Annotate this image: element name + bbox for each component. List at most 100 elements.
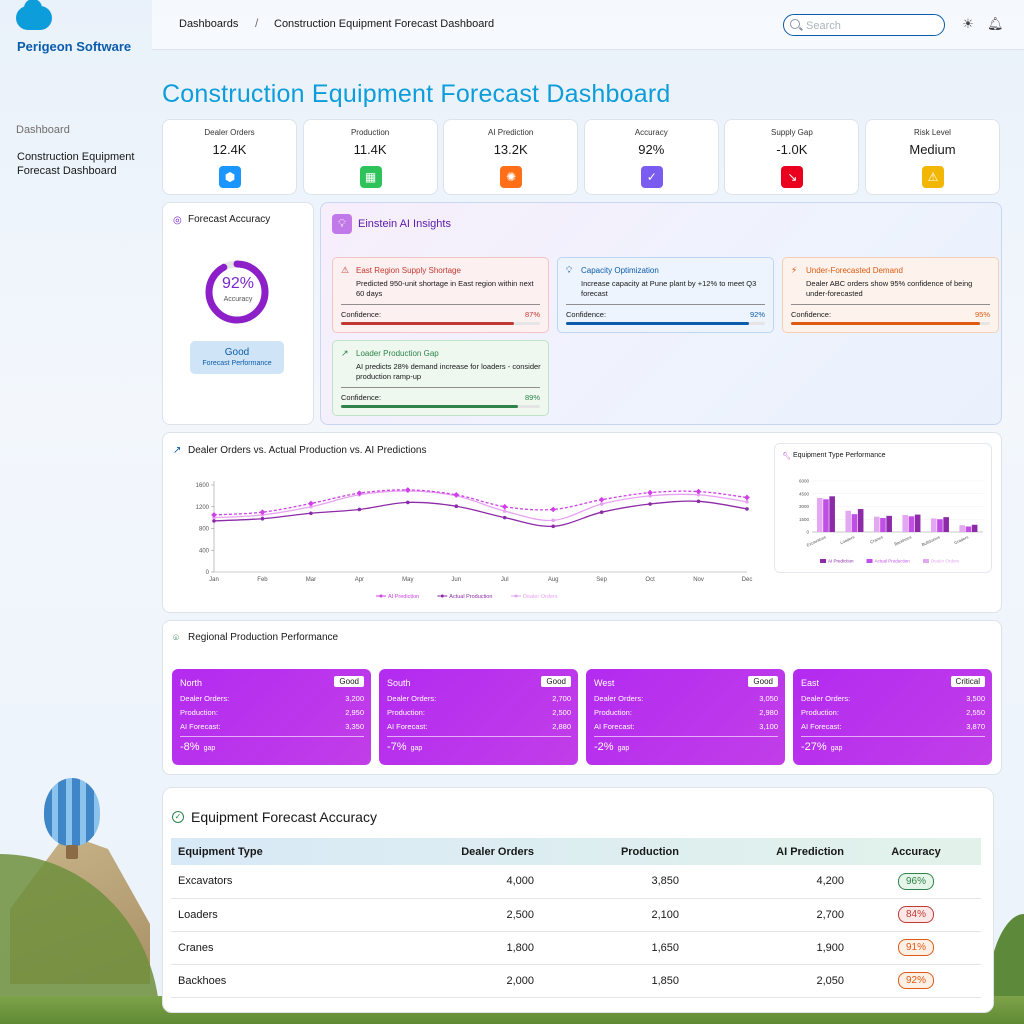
kpi-label: AI Prediction — [488, 128, 534, 137]
bar — [908, 516, 915, 532]
bar — [886, 515, 892, 532]
region-row-forecast: AI Forecast: 3,100 — [594, 722, 778, 731]
kpi-card[interactable]: Production 11.4K ▦ — [302, 119, 438, 195]
search-input[interactable] — [806, 18, 936, 33]
region-row-forecast: AI Forecast: 2,880 — [387, 722, 571, 731]
region-row-value: 3,870 — [966, 722, 985, 731]
col-dealer-orders[interactable]: Dealer Orders — [461, 845, 534, 858]
breadcrumb-dashboards[interactable]: Dashboards — [179, 18, 239, 30]
y-tick-label: 1600 — [196, 483, 210, 489]
region-row-value: 3,200 — [345, 694, 364, 703]
region-row-label: AI Forecast: — [180, 722, 221, 731]
confidence-bar-fill — [566, 322, 750, 325]
x-tick-label: Jul — [501, 577, 509, 583]
page-title: Construction Equipment Forecast Dashboar… — [162, 80, 671, 108]
region-row-value: 2,980 — [759, 708, 778, 717]
confidence-value: 89% — [524, 393, 540, 402]
confidence-bar — [341, 405, 540, 408]
sidebar-section-dashboard[interactable]: Dashboard — [16, 124, 70, 136]
confidence-bar-fill — [341, 322, 515, 325]
sun-icon[interactable]: ☀ — [962, 16, 974, 31]
col-accuracy[interactable]: Accuracy — [891, 845, 941, 858]
data-point — [260, 516, 265, 521]
insights-title: Einstein AI Insights — [358, 218, 451, 230]
equipment-bar-chart: 0 1500 3000 4500 6000 Excavators Loaders Cranes… — [799, 479, 983, 564]
cell-production: 1,850 — [541, 964, 686, 998]
insight-card[interactable]: ⚡︎ Under-Forecasted Demand Dealer ABC orde… — [782, 257, 999, 333]
equipment-type-card: 🔧︎ Equipment Type Performance 0 1500 3000 4… — [774, 443, 992, 573]
bar — [845, 510, 852, 532]
table-row[interactable]: Excavators 4,000 3,850 4,200 96% — [171, 865, 981, 899]
legend-marker — [379, 594, 383, 598]
x-tick-label: Backhoes — [893, 534, 912, 546]
insight-card[interactable]: 💡︎ Capacity Optimization Increase capacity… — [557, 257, 774, 333]
search-box[interactable] — [783, 14, 945, 36]
region-gap-label: gap — [203, 745, 216, 752]
sidebar-item-forecast-dashboard[interactable]: Construction Equipment Forecast Dashboar… — [17, 151, 135, 177]
x-tick-label: Nov — [693, 577, 704, 583]
region-gap: -8% gap — [180, 741, 215, 753]
x-tick-label: Graders — [953, 534, 969, 545]
region-row-production: Production: 2,550 — [801, 708, 985, 717]
check-circle-icon: ✓ — [640, 166, 663, 188]
table-row[interactable]: Loaders 2,500 2,100 2,700 84% — [171, 898, 981, 932]
data-point — [745, 500, 749, 504]
data-point — [695, 488, 702, 495]
data-point — [356, 490, 363, 496]
kpi-card[interactable]: Supply Gap -1.0K ↘ — [724, 119, 860, 195]
insight-description: Dealer ABC orders show 95% confidence of… — [806, 279, 973, 298]
legend-marker — [440, 594, 444, 598]
data-point — [404, 487, 411, 493]
legend-swatch — [866, 559, 873, 563]
kpi-card[interactable]: AI Prediction 13.2K ✺ — [443, 119, 579, 195]
region-card[interactable]: South Good Dealer Orders: 2,700 Production: 2… — [379, 669, 578, 765]
check-circle-icon: ✓ — [172, 811, 184, 823]
bar — [959, 525, 966, 532]
brand-name: Perigeon Software — [17, 39, 132, 54]
cell-ai-prediction: 1,900 — [686, 931, 851, 965]
region-gap-label: gap — [830, 745, 843, 752]
region-row-forecast: AI Forecast: 3,350 — [180, 722, 364, 731]
forecast-accuracy-card: ◎ Forecast Accuracy 92% Accuracy Good Fo… — [162, 202, 314, 425]
y-tick-label: 400 — [199, 548, 210, 554]
confidence-label: Confidence: — [341, 310, 382, 319]
region-gap: -7% gap — [387, 741, 422, 753]
col-equipment-type[interactable]: Equipment Type — [178, 845, 263, 858]
col-ai-prediction[interactable]: AI Prediction — [776, 845, 844, 858]
search-icon — [790, 19, 800, 29]
warning-icon: ⚠ — [341, 265, 350, 275]
divider — [387, 736, 571, 737]
table-row[interactable]: Cranes 1,800 1,650 1,900 91% — [171, 931, 981, 965]
bar — [829, 496, 835, 532]
hot-air-balloon-illustration — [44, 778, 100, 846]
kpi-label: Risk Level — [914, 128, 951, 137]
region-card[interactable]: North Good Dealer Orders: 3,200 Production: 2… — [172, 669, 371, 765]
confidence-value: 87% — [524, 310, 540, 319]
bell-icon[interactable]: 🔔︎ — [987, 16, 1004, 31]
region-name: East — [801, 678, 820, 688]
region-name: North — [180, 678, 203, 688]
kpi-card[interactable]: Dealer Orders 12.4K ⬢ — [162, 119, 297, 195]
status-badge: Good — [748, 676, 778, 687]
region-card[interactable]: West Good Dealer Orders: 3,050 Production: 2,… — [586, 669, 785, 765]
kpi-card[interactable]: Risk Level Medium ⚠ — [865, 119, 1000, 195]
y-tick-label: 1500 — [799, 517, 810, 522]
col-production[interactable]: Production — [620, 845, 679, 858]
legend-label: Actual Production — [875, 559, 911, 564]
kpi-card[interactable]: Accuracy 92% ✓ — [583, 119, 719, 195]
region-card[interactable]: East Critical Dealer Orders: 3,500 Productio… — [793, 669, 992, 765]
x-tick-label: Sep — [596, 577, 607, 583]
balloon-basket — [66, 845, 78, 859]
insight-title: Under-Forecasted Demand — [806, 266, 903, 275]
logo[interactable] — [16, 0, 52, 30]
status-badge: Good — [334, 676, 364, 687]
insight-card[interactable]: ↗ Loader Production Gap AI predicts 28% de… — [332, 340, 549, 416]
insight-card[interactable]: ⚠ East Region Supply Shortage Predicted 95… — [332, 257, 549, 333]
legend-swatch — [820, 559, 826, 563]
confidence-value: 95% — [974, 310, 990, 319]
insight-description: Predicted 950-unit shortage in East regi… — [356, 279, 534, 298]
series-line-ai-prediction — [213, 489, 748, 516]
table-row[interactable]: Backhoes 2,000 1,850 2,050 92% — [171, 964, 981, 998]
brain-icon: ✺ — [500, 166, 523, 188]
region-row-value: 2,500 — [552, 708, 571, 717]
